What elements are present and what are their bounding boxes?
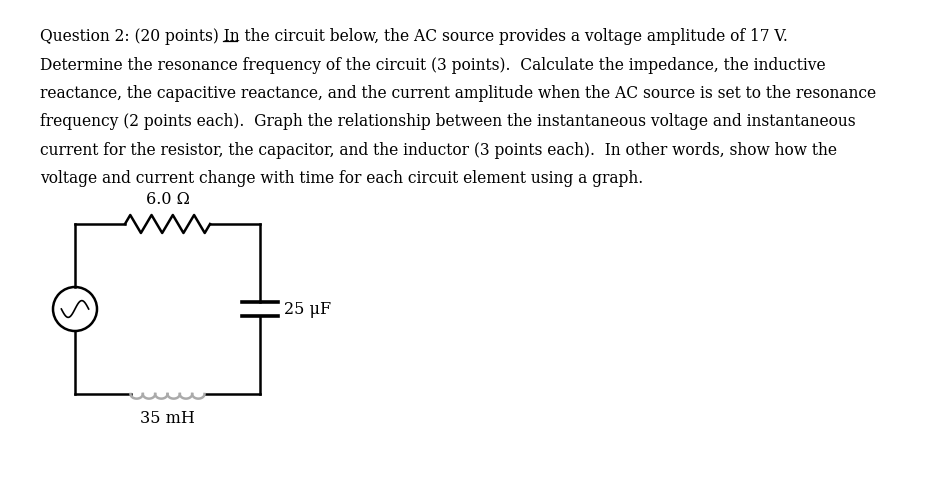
- Text: Question 2: (20 points) In the circuit below, the AC source provides a voltage a: Question 2: (20 points) In the circuit b…: [40, 28, 787, 45]
- Text: 35 mH: 35 mH: [141, 409, 195, 426]
- Text: reactance, the capacitive reactance, and the current amplitude when the AC sourc: reactance, the capacitive reactance, and…: [40, 85, 876, 102]
- Text: voltage and current change with time for each circuit element using a graph.: voltage and current change with time for…: [40, 170, 643, 187]
- Text: current for the resistor, the capacitor, and the inductor (3 points each).  In o: current for the resistor, the capacitor,…: [40, 142, 836, 159]
- Text: 25 μF: 25 μF: [284, 301, 331, 318]
- Text: frequency (2 points each).  Graph the relationship between the instantaneous vol: frequency (2 points each). Graph the rel…: [40, 113, 855, 130]
- Text: Determine the resonance frequency of the circuit (3 points).  Calculate the impe: Determine the resonance frequency of the…: [40, 56, 825, 74]
- Text: 6.0 Ω: 6.0 Ω: [145, 191, 190, 208]
